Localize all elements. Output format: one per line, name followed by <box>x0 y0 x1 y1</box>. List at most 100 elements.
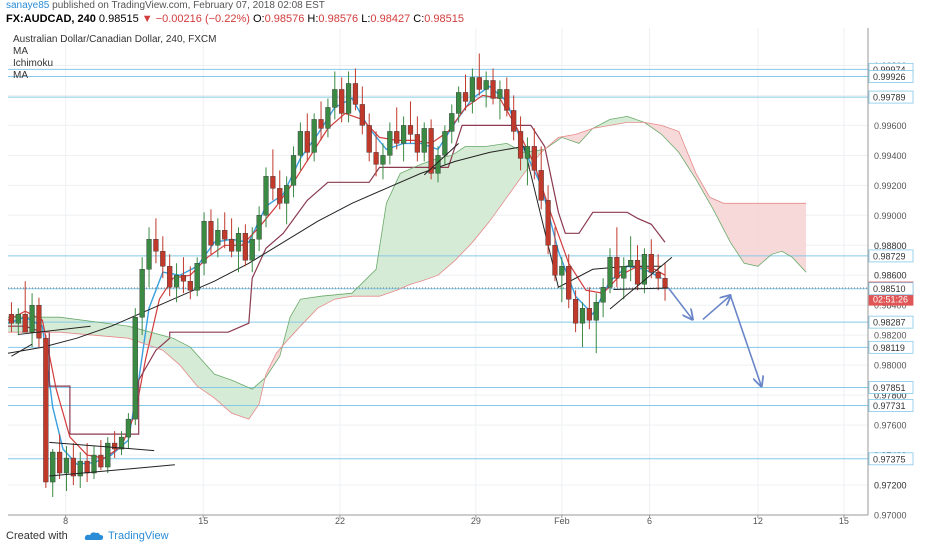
candle-down[interactable] <box>228 239 235 252</box>
trendline[interactable] <box>613 287 669 290</box>
candle-up[interactable] <box>263 176 269 216</box>
candle-up[interactable] <box>15 314 21 324</box>
candle-down[interactable] <box>414 134 420 153</box>
candle-down[interactable] <box>366 125 372 153</box>
candle-down[interactable] <box>318 119 324 129</box>
candle-down[interactable] <box>160 251 166 267</box>
x-axis[interactable]: 8 15 22 29 Feb 6 12 15 <box>63 515 849 524</box>
candle-up[interactable] <box>579 308 586 324</box>
price-chart[interactable]: 0.970000.972000.974000.976000.978000.980… <box>0 0 932 524</box>
candle-down[interactable] <box>552 245 558 276</box>
projection-arrow[interactable] <box>667 287 692 319</box>
candle-up[interactable] <box>387 131 393 156</box>
price-label-box[interactable] <box>868 249 914 263</box>
candle-down[interactable] <box>476 77 482 90</box>
candle-down[interactable] <box>208 221 214 246</box>
legend-item-ma[interactable]: MA <box>13 46 28 57</box>
candle-down[interactable] <box>634 260 641 285</box>
candle-down[interactable] <box>662 278 668 289</box>
candle-up[interactable] <box>621 266 627 279</box>
candle-up[interactable] <box>332 89 338 108</box>
candle-down[interactable] <box>648 254 654 273</box>
trendlines[interactable] <box>11 143 673 477</box>
candle-down[interactable] <box>153 239 159 252</box>
price-label-box[interactable] <box>868 90 914 104</box>
candle-down[interactable] <box>373 152 379 165</box>
candle-up[interactable] <box>400 125 407 144</box>
candle-down[interactable] <box>538 170 544 201</box>
candle-up[interactable] <box>345 83 352 114</box>
price-label-box[interactable] <box>868 70 914 83</box>
author-link[interactable]: sanaye85 <box>6 0 50 11</box>
projection-arrow[interactable] <box>702 295 731 321</box>
candle-up[interactable] <box>146 239 152 270</box>
candle-up[interactable] <box>593 302 599 321</box>
candle-up[interactable] <box>497 89 503 99</box>
candle-down[interactable] <box>352 83 359 105</box>
candle-down[interactable] <box>56 451 63 474</box>
candle-up[interactable] <box>105 442 111 468</box>
price-label-box[interactable] <box>868 381 914 394</box>
trendline[interactable] <box>609 256 673 310</box>
candle-up[interactable] <box>641 254 648 285</box>
candle-down[interactable] <box>70 457 76 477</box>
candle-down[interactable] <box>222 230 228 240</box>
candle-up[interactable] <box>201 221 207 264</box>
price-label-box[interactable] <box>868 340 914 354</box>
candle-up[interactable] <box>469 77 476 102</box>
candles[interactable] <box>8 53 668 498</box>
candle-up[interactable] <box>173 275 180 288</box>
candle-down[interactable] <box>339 89 345 114</box>
candle-down[interactable] <box>98 454 104 468</box>
candle-up[interactable] <box>77 460 83 477</box>
candle-up[interactable] <box>524 146 531 159</box>
candle-up[interactable] <box>118 436 125 450</box>
candle-up[interactable] <box>442 131 448 156</box>
price-label-box[interactable] <box>868 315 914 329</box>
candle-down[interactable] <box>545 200 551 246</box>
candle-up[interactable] <box>132 317 138 420</box>
trendline[interactable] <box>18 325 91 335</box>
candle-down[interactable] <box>572 299 579 324</box>
candle-up[interactable] <box>50 451 56 483</box>
candle-up[interactable] <box>449 113 455 132</box>
price-label-box[interactable] <box>868 399 914 412</box>
candle-up[interactable] <box>215 230 221 246</box>
candle-up[interactable] <box>63 457 70 474</box>
candle-up[interactable] <box>421 128 427 153</box>
y-axis[interactable]: 0.970000.972000.974000.976000.978000.980… <box>868 61 914 521</box>
candle-up[interactable] <box>249 239 255 261</box>
candle-up[interactable] <box>607 257 613 288</box>
candle-up[interactable] <box>380 155 386 165</box>
candle-down[interactable] <box>84 460 90 474</box>
trendline[interactable] <box>11 343 33 357</box>
candle-down[interactable] <box>8 314 15 324</box>
candle-up[interactable] <box>456 92 462 114</box>
candle-up[interactable] <box>29 305 35 333</box>
candle-down[interactable] <box>394 131 400 144</box>
candle-down[interactable] <box>270 176 276 189</box>
candle-down[interactable] <box>277 188 283 204</box>
candle-down[interactable] <box>304 131 310 153</box>
candle-down[interactable] <box>655 272 661 279</box>
candle-down[interactable] <box>112 442 118 450</box>
candle-up[interactable] <box>311 119 317 153</box>
candle-down[interactable] <box>586 308 592 321</box>
candle-down[interactable] <box>490 80 496 99</box>
trendline[interactable] <box>49 441 155 452</box>
candle-up[interactable] <box>256 215 262 240</box>
candle-down[interactable] <box>566 266 572 300</box>
candle-up[interactable] <box>600 287 606 303</box>
candle-down[interactable] <box>407 125 414 135</box>
candle-down[interactable] <box>187 281 193 291</box>
candle-down[interactable] <box>242 233 248 261</box>
candle-down[interactable] <box>614 257 620 279</box>
candle-down[interactable] <box>428 128 434 174</box>
candle-down[interactable] <box>462 92 469 102</box>
candle-down[interactable] <box>359 104 365 126</box>
candle-down[interactable] <box>43 337 49 483</box>
candle-up[interactable] <box>297 131 304 156</box>
candle-up[interactable] <box>125 418 132 438</box>
candle-up[interactable] <box>290 155 297 186</box>
candle-up[interactable] <box>91 454 97 474</box>
